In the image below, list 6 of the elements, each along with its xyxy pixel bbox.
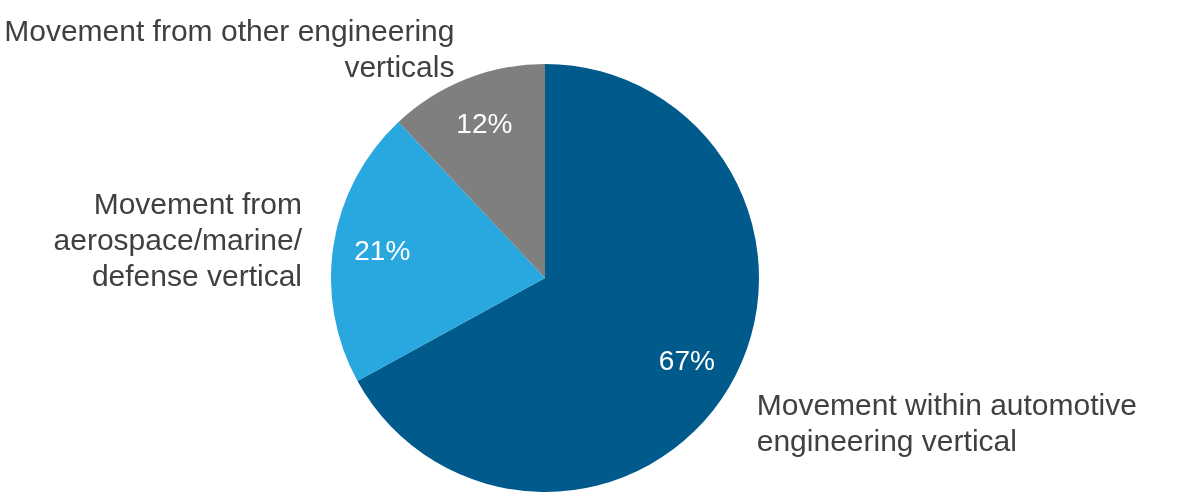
data-label: 67%: [658, 344, 715, 376]
data-label: 21%: [354, 234, 411, 266]
slice-label: Movement from other engineering verticals: [4, 13, 455, 86]
slice-label: Movement from aerospace/marine/ defense vertical: [52, 185, 303, 294]
data-label: 12%: [456, 107, 513, 139]
slice-label: Movement within automotive engineering vertical: [756, 387, 1138, 460]
